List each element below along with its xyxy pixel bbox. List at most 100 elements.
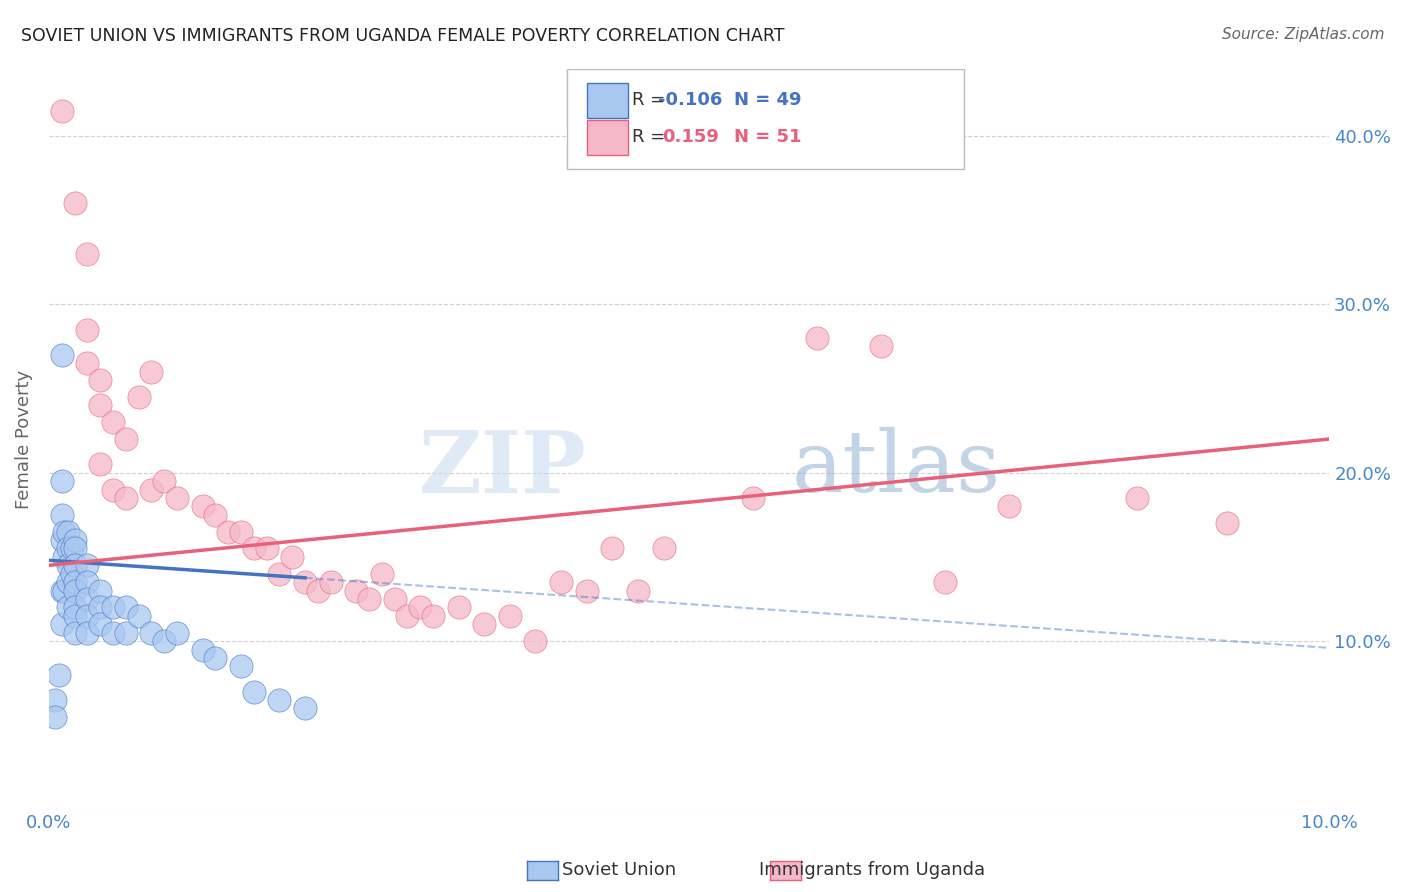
Point [114, 600, 136, 615]
Point [269, 693, 291, 707]
Point [76, 356, 98, 370]
Text: Immigrants from Uganda: Immigrants from Uganda [759, 861, 984, 879]
Y-axis label: Female Poverty: Female Poverty [15, 369, 32, 508]
Point [51, 508, 73, 522]
Point [89, 600, 111, 615]
Point [56, 558, 79, 573]
Text: N = 49: N = 49 [734, 91, 801, 110]
Point [56, 541, 79, 556]
Text: -0.106: -0.106 [658, 91, 723, 110]
Point [101, 483, 124, 497]
Point [191, 642, 214, 657]
Point [60, 541, 83, 556]
Point [51, 583, 73, 598]
Point [51, 617, 73, 632]
Point [357, 592, 380, 607]
Point [371, 566, 394, 581]
Text: atlas: atlas [792, 427, 1001, 510]
Point [229, 659, 252, 673]
Point [600, 541, 623, 556]
Text: Source: ZipAtlas.com: Source: ZipAtlas.com [1222, 27, 1385, 42]
Point [76, 592, 98, 607]
Point [627, 583, 650, 598]
Point [409, 600, 432, 615]
Point [256, 541, 278, 556]
Point [422, 608, 444, 623]
Point [1126, 491, 1149, 505]
Point [652, 541, 675, 556]
Point [217, 524, 239, 539]
Point [114, 625, 136, 640]
Point [204, 508, 226, 522]
Point [53, 583, 76, 598]
Point [998, 500, 1021, 514]
Point [63, 625, 86, 640]
Point [191, 500, 214, 514]
Point [447, 600, 470, 615]
Point [870, 339, 893, 353]
Point [76, 608, 98, 623]
Point [53, 549, 76, 564]
Point [51, 474, 73, 488]
Point [56, 524, 79, 539]
Point [101, 600, 124, 615]
Point [56, 575, 79, 590]
Point [166, 491, 188, 505]
Point [76, 322, 98, 336]
Point [128, 608, 150, 623]
Point [51, 103, 73, 118]
Point [934, 575, 956, 590]
Point [344, 583, 367, 598]
Point [89, 458, 111, 472]
Point [114, 491, 136, 505]
Point [44, 710, 66, 724]
Text: Soviet Union: Soviet Union [561, 861, 676, 879]
Point [141, 483, 163, 497]
Text: ZIP: ZIP [419, 426, 586, 511]
Point [294, 575, 316, 590]
Point [76, 247, 98, 261]
Point [742, 491, 765, 505]
Point [63, 608, 86, 623]
Point [281, 549, 304, 564]
Text: 0.159: 0.159 [662, 128, 718, 146]
Point [153, 474, 176, 488]
Text: SOVIET UNION VS IMMIGRANTS FROM UGANDA FEMALE POVERTY CORRELATION CHART: SOVIET UNION VS IMMIGRANTS FROM UGANDA F… [21, 27, 785, 45]
Point [63, 196, 86, 211]
FancyBboxPatch shape [586, 83, 627, 118]
Point [63, 533, 86, 547]
Point [56, 600, 79, 615]
Point [89, 583, 111, 598]
Point [1216, 516, 1239, 531]
Point [101, 415, 124, 429]
FancyBboxPatch shape [568, 69, 965, 169]
FancyBboxPatch shape [586, 120, 627, 155]
Point [101, 625, 124, 640]
Point [114, 432, 136, 446]
Point [472, 617, 495, 632]
Text: R =: R = [631, 128, 676, 146]
Point [550, 575, 572, 590]
Text: R =: R = [631, 91, 671, 110]
Point [128, 390, 150, 404]
Point [307, 583, 329, 598]
Point [243, 684, 266, 698]
Point [166, 625, 188, 640]
Point [204, 651, 226, 665]
Point [89, 617, 111, 632]
Text: N = 51: N = 51 [734, 128, 801, 146]
Point [499, 608, 522, 623]
Point [243, 541, 266, 556]
Point [51, 533, 73, 547]
Point [229, 524, 252, 539]
Point [141, 365, 163, 379]
Point [89, 398, 111, 412]
Point [44, 693, 66, 707]
Point [63, 541, 86, 556]
Point [89, 373, 111, 387]
Point [63, 558, 86, 573]
Point [63, 600, 86, 615]
Point [269, 566, 291, 581]
Point [806, 331, 828, 345]
Point [384, 592, 406, 607]
